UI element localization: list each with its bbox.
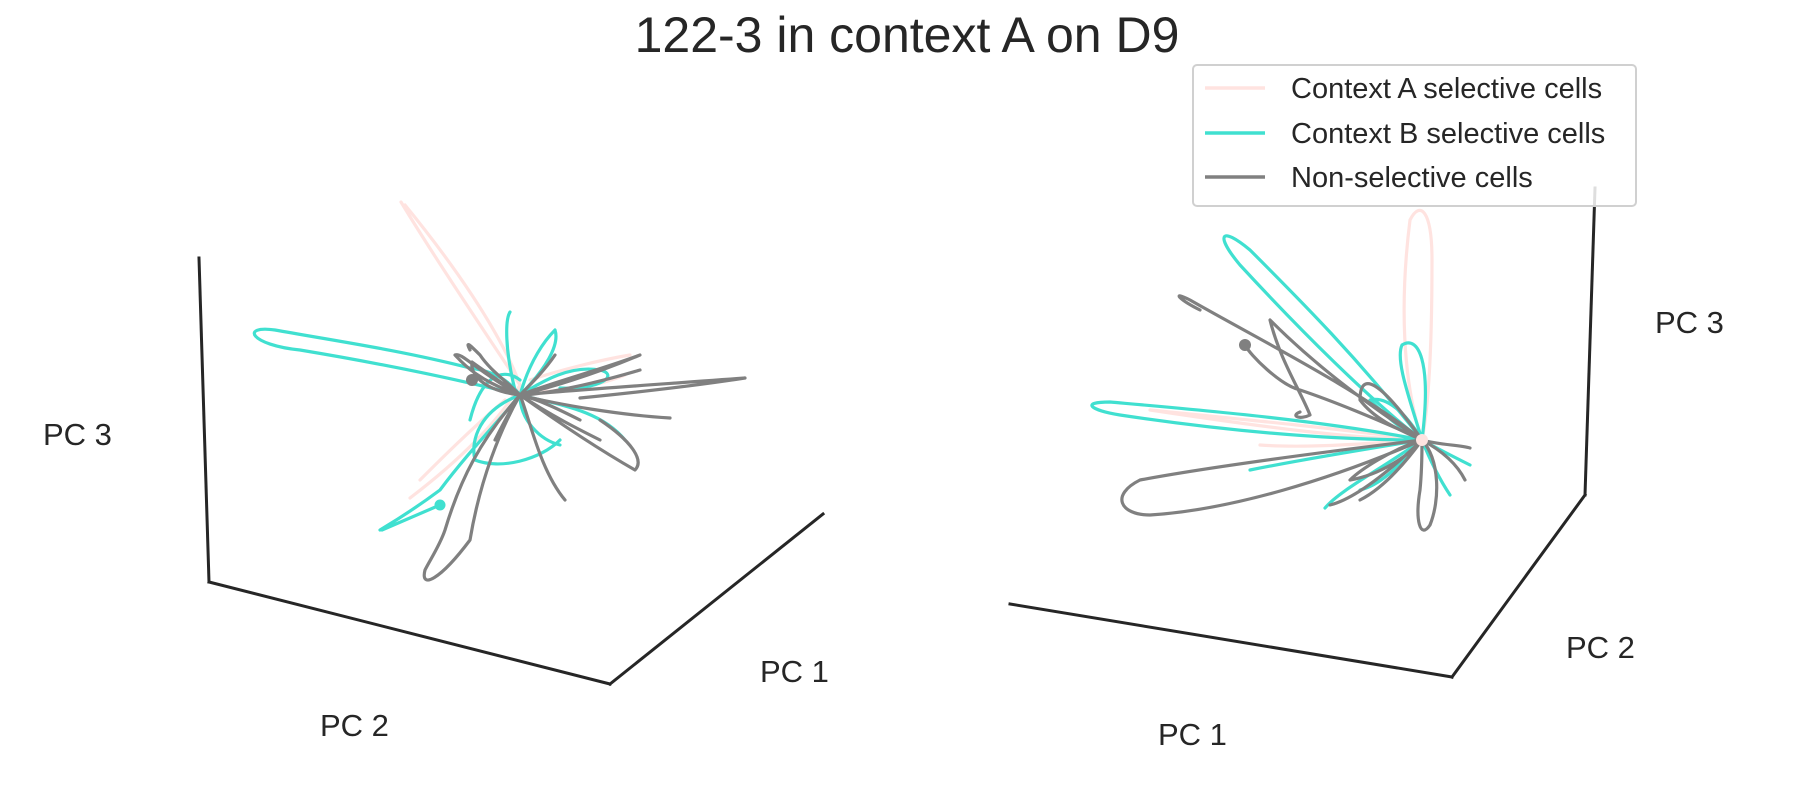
left-label-pc3: PC 3 [43,417,112,452]
left-series-context-b [252,310,627,532]
right-axis-pc3 [1583,186,1597,497]
chart-title: 122-3 in context A on D9 [635,7,1180,63]
panel-right: PC 1 PC 2 PC 3 [1008,186,1724,752]
left-axis-pc2 [207,580,612,686]
right-axis-pc1 [1008,602,1454,679]
left-series-non-selective [422,342,747,582]
legend-label-context-a: Context A selective cells [1291,73,1602,105]
left-series-context-a [399,200,632,500]
right-label-pc3: PC 3 [1655,305,1724,340]
left-label-pc1: PC 1 [760,654,829,689]
legend: Context A selective cells Context B sele… [1192,64,1637,207]
left-axis-pc3 [197,256,211,584]
right-label-pc2: PC 2 [1566,630,1635,665]
legend-entry-context-a: Context A selective cells [1205,73,1602,105]
left-marker-non-selective [466,374,478,386]
right-label-pc1: PC 1 [1158,717,1227,752]
left-axis-pc1 [607,511,826,687]
right-marker-non-selective [1239,339,1251,351]
right-marker-context-a [1416,434,1428,446]
left-label-pc2: PC 2 [320,708,389,743]
legend-entry-context-b: Context B selective cells [1205,118,1605,150]
right-series-non-selective [1120,294,1472,532]
legend-entry-non-selective: Non-selective cells [1205,162,1533,194]
right-axis-pc2 [1449,492,1588,680]
legend-frame [1192,64,1637,207]
panel-left: PC 3 PC 2 PC 1 [43,200,829,743]
left-marker-context-b [434,499,446,511]
right-series-context-b [1090,234,1472,510]
legend-label-non-selective: Non-selective cells [1291,162,1533,194]
legend-label-context-b: Context B selective cells [1291,118,1605,150]
